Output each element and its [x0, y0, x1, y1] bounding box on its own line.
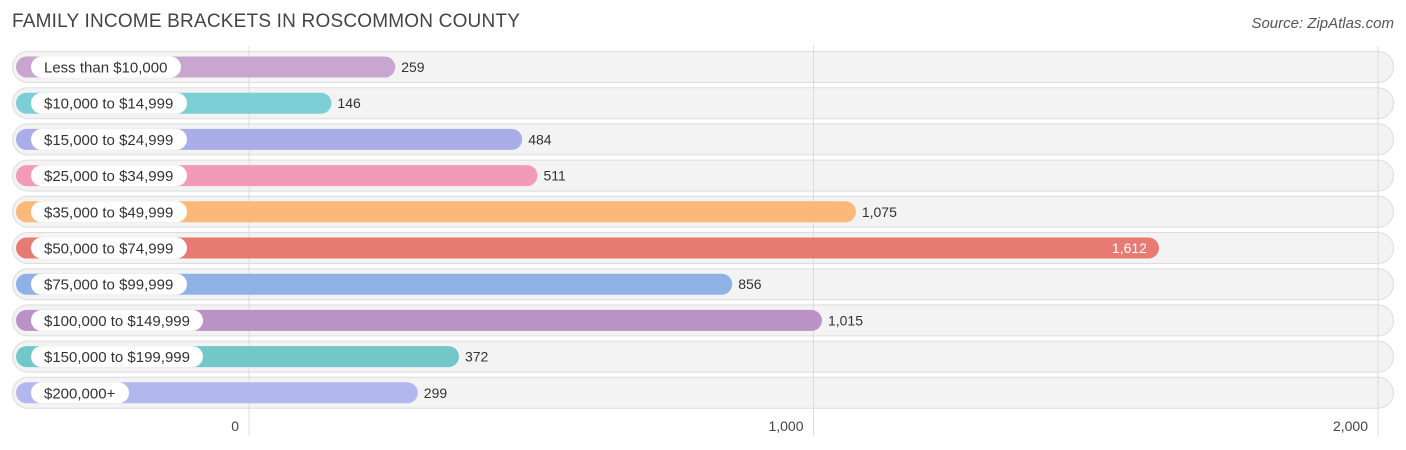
- category-pill: [31, 346, 203, 368]
- category-pill: [31, 237, 187, 259]
- value-label: 299: [424, 385, 448, 401]
- x-tick-label: 2,000: [1333, 418, 1368, 434]
- category-pill: [31, 92, 187, 114]
- category-pill: [31, 309, 203, 331]
- value-label: 1,015: [828, 312, 863, 328]
- category-label: $15,000 to $24,999: [44, 132, 173, 149]
- category-pill: [31, 201, 187, 223]
- chart-source: Source: ZipAtlas.com: [1251, 15, 1394, 32]
- x-tick-label: 0: [231, 418, 239, 434]
- value-label: 511: [543, 168, 566, 184]
- row-track: [12, 87, 1394, 120]
- category-pill: [31, 128, 187, 150]
- category-pill: [31, 165, 187, 187]
- category-pill: [31, 273, 187, 295]
- bar: [16, 201, 856, 223]
- category-label: $10,000 to $14,999: [44, 96, 173, 113]
- category-label: $25,000 to $34,999: [44, 168, 173, 185]
- bar: [16, 237, 1159, 259]
- bars: Less than $10,000 259 $10,000 to $14,999 14…: [16, 56, 1159, 404]
- category-pill: [31, 382, 129, 404]
- category-label: $100,000 to $149,999: [44, 313, 190, 330]
- category-label: $50,000 to $74,999: [44, 241, 173, 258]
- chart-title: FAMILY INCOME BRACKETS IN ROSCOMMON COUN…: [12, 11, 521, 32]
- category-label: $150,000 to $199,999: [44, 349, 190, 366]
- bar: [16, 309, 822, 331]
- category-label: $75,000 to $99,999: [44, 277, 173, 294]
- x-axis-ticks: 0 1,000 2,000: [231, 418, 1368, 434]
- category-label: Less than $10,000: [44, 60, 167, 77]
- category-label: $200,000+: [44, 385, 116, 402]
- category-pill: [31, 56, 181, 78]
- value-label: 1,612: [1112, 240, 1147, 256]
- x-tick-label: 1,000: [768, 418, 803, 434]
- bar: [16, 273, 733, 295]
- value-label: 856: [738, 276, 762, 292]
- category-label: $35,000 to $49,999: [44, 204, 173, 221]
- value-label: 1,075: [862, 204, 897, 220]
- value-label: 484: [528, 131, 552, 147]
- value-label: 259: [401, 59, 425, 75]
- value-label: 372: [465, 349, 489, 365]
- value-label: 146: [337, 95, 361, 111]
